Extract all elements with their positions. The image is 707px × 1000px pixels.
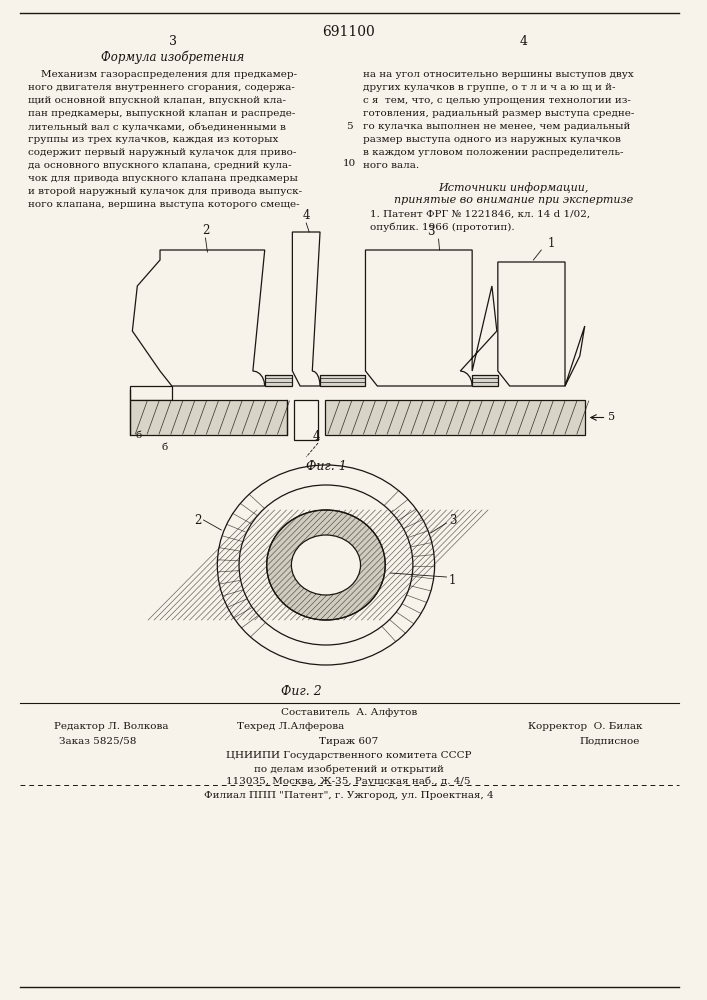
Polygon shape [264,375,293,386]
Text: ного вала.: ного вала. [363,161,420,170]
Text: Редактор Л. Волкова: Редактор Л. Волкова [54,722,169,731]
Text: опублик. 1966 (прототип).: опублик. 1966 (прототип). [370,223,515,232]
Text: 4: 4 [312,430,320,443]
Text: 1. Патент ФРГ № 1221846, кл. 14 d 1/02,: 1. Патент ФРГ № 1221846, кл. 14 d 1/02, [370,210,590,219]
Text: Фиг. 1: Фиг. 1 [305,460,346,473]
Polygon shape [498,262,585,386]
Text: в каждом угловом положении распределитель-: в каждом угловом положении распределител… [363,148,624,157]
Text: размер выступа одного из наружных кулачков: размер выступа одного из наружных кулачк… [363,135,621,144]
Text: ного клапана, вершина выступа которого смеще-: ного клапана, вершина выступа которого с… [28,200,299,209]
Text: Формула изобретения: Формула изобретения [101,50,245,64]
Text: лительный вал с кулачками, объединенными в: лительный вал с кулачками, объединенными… [28,122,286,131]
Text: 5: 5 [346,122,353,131]
Text: 3: 3 [427,225,434,238]
Ellipse shape [291,535,361,595]
Ellipse shape [239,485,413,645]
Text: группы из трех кулачков, каждая из которых: группы из трех кулачков, каждая из котор… [28,135,278,144]
Text: и второй наружный кулачок для привода выпуск-: и второй наружный кулачок для привода вы… [28,187,302,196]
Text: да основного впускного клапана, средний кула-: да основного впускного клапана, средний … [28,161,291,170]
Polygon shape [129,220,592,455]
Text: Составитель  А. Алфутов: Составитель А. Алфутов [281,708,417,717]
Polygon shape [132,250,264,386]
Polygon shape [472,375,498,386]
Text: 4: 4 [520,35,527,48]
Text: 5: 5 [609,412,616,422]
Text: б: б [162,443,168,452]
Text: по делам изобретений и открытий: по делам изобретений и открытий [254,764,443,774]
Text: содержит первый наружный кулачок для приво-: содержит первый наружный кулачок для при… [28,148,296,157]
Text: Техред Л.Алферова: Техред Л.Алферова [237,722,344,731]
Text: Фиг. 2: Фиг. 2 [281,685,322,698]
Text: Заказ 5825/58: Заказ 5825/58 [59,737,136,746]
Text: других кулачков в группе, о т л и ч а ю щ и й-: других кулачков в группе, о т л и ч а ю … [363,83,616,92]
Text: Механизм газораспределения для предкамер-: Механизм газораспределения для предкамер… [28,70,297,79]
Polygon shape [325,400,585,435]
Text: Источники информации,: Источники информации, [438,182,589,193]
Text: ЦНИИПИ Государственного комитета СССР: ЦНИИПИ Государственного комитета СССР [226,751,472,760]
Text: чок для привода впускного клапана предкамеры: чок для привода впускного клапана предка… [28,174,298,183]
Text: пан предкамеры, выпускной клапан и распреде-: пан предкамеры, выпускной клапан и распр… [28,109,295,118]
Ellipse shape [267,510,385,620]
Text: 2: 2 [194,514,201,526]
Polygon shape [293,232,320,386]
Text: Подписное: Подписное [580,737,640,746]
Text: 4: 4 [303,209,310,222]
Text: 691100: 691100 [322,25,375,39]
Ellipse shape [217,465,435,665]
Text: Корректор  О. Билак: Корректор О. Билак [527,722,642,731]
Polygon shape [320,375,366,386]
Text: ного двигателя внутреннего сгорания, содержа-: ного двигателя внутреннего сгорания, сод… [28,83,295,92]
Polygon shape [366,250,497,386]
Text: готовления, радиальный размер выступа средне-: готовления, радиальный размер выступа ср… [363,109,635,118]
Text: 113035, Москва, Ж-35, Раушская наб., д. 4/5: 113035, Москва, Ж-35, Раушская наб., д. … [226,777,471,786]
Text: б: б [135,431,141,440]
Text: 1: 1 [547,237,555,250]
Polygon shape [294,400,318,440]
Text: на на угол относительно вершины выступов двух: на на угол относительно вершины выступов… [363,70,634,79]
Text: с я  тем, что, с целью упрощения технологии из-: с я тем, что, с целью упрощения технолог… [363,96,631,105]
Text: го кулачка выполнен не менее, чем радиальный: го кулачка выполнен не менее, чем радиал… [363,122,631,131]
Text: щий основной впускной клапан, впускной кла-: щий основной впускной клапан, впускной к… [28,96,286,105]
Text: Филиал ППП "Патент", г. Ужгород, ул. Проектная, 4: Филиал ППП "Патент", г. Ужгород, ул. Про… [204,791,493,800]
Polygon shape [130,386,172,400]
Text: 2: 2 [201,224,209,237]
Text: 10: 10 [343,159,356,168]
Polygon shape [130,400,288,435]
Text: 3: 3 [169,35,177,48]
Text: принятые во внимание при экспертизе: принятые во внимание при экспертизе [394,195,633,205]
Text: 1: 1 [449,574,456,586]
Text: 3: 3 [449,514,456,526]
Text: Тираж 607: Тираж 607 [319,737,378,746]
